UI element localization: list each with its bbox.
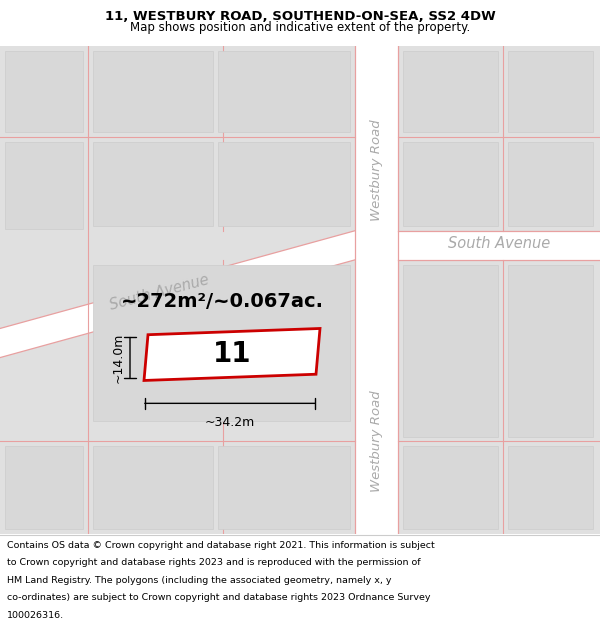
Bar [218, 142, 350, 226]
Bar [218, 446, 350, 529]
Bar [508, 265, 593, 437]
Text: Contains OS data © Crown copyright and database right 2021. This information is : Contains OS data © Crown copyright and d… [7, 541, 435, 550]
Polygon shape [0, 231, 355, 358]
Text: South Avenue: South Avenue [109, 272, 211, 312]
Bar [403, 51, 498, 132]
Bar [5, 51, 83, 132]
Text: 11, WESTBURY ROAD, SOUTHEND-ON-SEA, SS2 4DW: 11, WESTBURY ROAD, SOUTHEND-ON-SEA, SS2 … [104, 10, 496, 23]
Text: 11: 11 [213, 341, 251, 369]
Text: Westbury Road: Westbury Road [370, 390, 383, 492]
Text: 100026316.: 100026316. [7, 611, 64, 620]
Bar [0, 46, 88, 534]
Bar [508, 446, 593, 529]
Bar [398, 231, 600, 260]
Bar [93, 51, 213, 132]
Text: co-ordinates) are subject to Crown copyright and database rights 2023 Ordnance S: co-ordinates) are subject to Crown copyr… [7, 593, 431, 602]
Bar [88, 46, 355, 534]
Text: ~34.2m: ~34.2m [205, 416, 255, 429]
Bar [93, 142, 213, 226]
Bar [355, 46, 398, 534]
Bar [218, 51, 350, 132]
Text: South Avenue: South Avenue [448, 236, 550, 251]
Text: HM Land Registry. The polygons (including the associated geometry, namely x, y: HM Land Registry. The polygons (includin… [7, 576, 392, 585]
Bar [508, 142, 593, 226]
Text: Westbury Road: Westbury Road [370, 119, 383, 221]
Bar [5, 446, 83, 529]
Bar [5, 142, 83, 229]
Text: ~272m²/~0.067ac.: ~272m²/~0.067ac. [121, 292, 323, 311]
Bar [93, 446, 213, 529]
Text: to Crown copyright and database rights 2023 and is reproduced with the permissio: to Crown copyright and database rights 2… [7, 558, 421, 568]
Text: ~14.0m: ~14.0m [112, 332, 125, 382]
Polygon shape [144, 329, 320, 381]
Bar [403, 265, 498, 437]
Bar [398, 46, 600, 534]
Bar [403, 446, 498, 529]
Bar [508, 51, 593, 132]
Bar [403, 142, 498, 226]
Text: Map shows position and indicative extent of the property.: Map shows position and indicative extent… [130, 21, 470, 34]
Bar [93, 265, 350, 421]
